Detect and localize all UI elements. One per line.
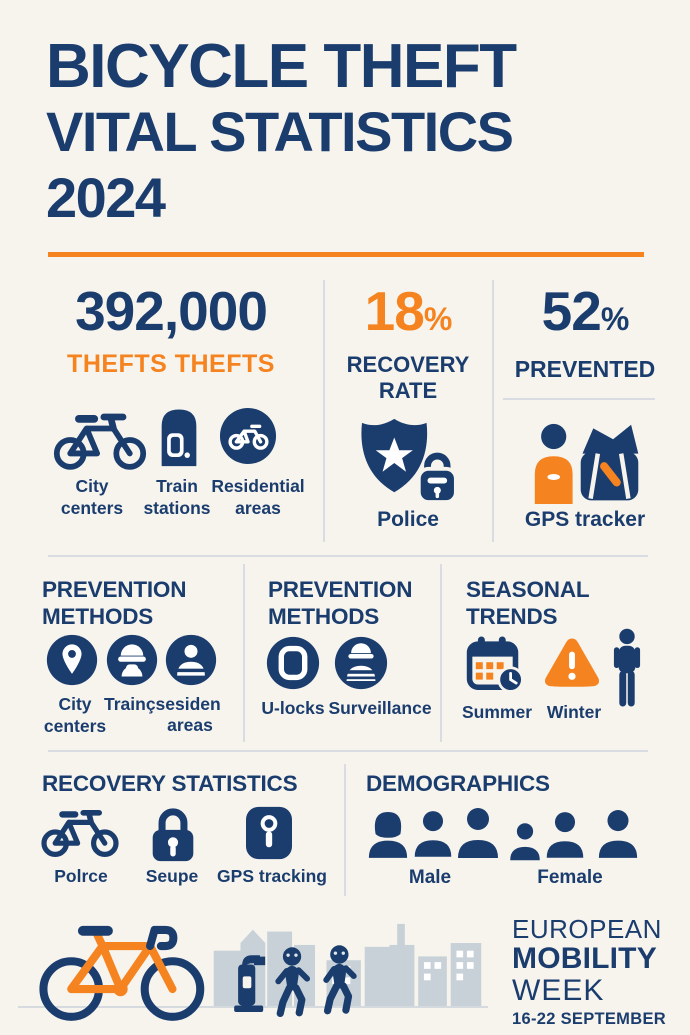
person-bust-icon xyxy=(544,806,586,862)
page-title-line1: BICYCLE THEFT xyxy=(46,32,517,101)
title-underline xyxy=(48,252,644,257)
recovery-label: RECOVERY RATE xyxy=(346,352,470,403)
page-title-line2: VITAL STATISTICS xyxy=(46,100,514,163)
person-standing-icon xyxy=(608,628,646,708)
surveillance-circle-icon xyxy=(334,636,388,690)
worker-circle-icon xyxy=(165,634,217,686)
demographics-heading: DEMOGRAPHICS xyxy=(366,771,550,796)
recovery-percent-sign: % xyxy=(423,301,452,337)
page-title-line3: 2024 xyxy=(46,166,166,229)
thefts-location-label-3: Residential areas xyxy=(211,476,305,518)
prevention-locations-heading: PREVENTION METHODS xyxy=(42,577,187,630)
thefts-caption: THEFTS THEFTS xyxy=(67,350,275,378)
divider-vertical-5 xyxy=(344,764,346,896)
bicycle-icon xyxy=(52,408,148,472)
prevented-number: 52 xyxy=(541,280,602,342)
seasonal-trends-heading: SEASONAL TRENDS xyxy=(466,577,590,630)
footer-bicycle-illustration xyxy=(28,912,213,1024)
bike-share-circle-icon xyxy=(219,407,277,465)
u-lock-circle-icon xyxy=(266,636,320,690)
logo-line-dates: 16-22 SEPTEMBER xyxy=(512,1010,666,1029)
prevented-sub-divider xyxy=(503,398,655,400)
police-cap-circle-icon xyxy=(106,634,158,686)
divider-horizontal-2 xyxy=(48,750,648,752)
recovery-stat-label-1: Polrce xyxy=(54,866,108,886)
prevented-label: PREVENTED xyxy=(514,356,656,382)
logo-line-european: EUROPEAN xyxy=(512,914,662,944)
recovery-number: 18 xyxy=(364,280,425,342)
police-shield-lock-icon xyxy=(352,416,462,506)
demographics-label-male: Male xyxy=(408,867,452,888)
thefts-location-label-1: City centers xyxy=(60,476,124,518)
prevention-methods-heading: PREVENTION METHODS xyxy=(268,577,413,630)
recovery-statistics-heading: RECOVERY STATISTICS xyxy=(42,771,298,796)
prevention-location-label-b: Trainçsesiden xyxy=(104,694,221,714)
thefts-value: 392,000 xyxy=(75,280,268,342)
female-person-icon xyxy=(366,804,410,862)
train-station-icon xyxy=(158,404,200,468)
divider-vertical-4 xyxy=(440,564,442,742)
prevention-method-label-2: Surveillance xyxy=(328,698,432,718)
recovery-stat-label-3: GPS tracking xyxy=(217,866,327,886)
person-bust-small-icon xyxy=(508,820,542,862)
calendar-clock-icon xyxy=(464,634,528,696)
prevention-method-label-1: U-locks xyxy=(261,698,325,718)
location-pin-circle-icon xyxy=(46,634,98,686)
padlock-icon xyxy=(148,804,198,862)
demographics-label-female: Female xyxy=(537,867,603,888)
recovery-stat-label-2: Seupe xyxy=(145,866,199,886)
seasonal-label-1: Summer xyxy=(461,702,533,722)
divider-vertical-2 xyxy=(492,280,494,542)
recovery-value: 18% xyxy=(340,284,476,339)
walking-person-icon xyxy=(268,946,320,1018)
thefts-location-label-2: Train stations xyxy=(143,476,211,518)
mobility-week-logo: EUROPEAN MOBILITY WEEK 16-22 SEPTEMBER xyxy=(512,915,677,1029)
person-bust-icon xyxy=(596,804,640,862)
divider-horizontal-1 xyxy=(48,555,648,557)
bicycle-icon xyxy=(40,805,120,859)
prevented-caption: GPS tracker xyxy=(524,508,646,531)
divider-vertical-3 xyxy=(243,564,245,742)
warning-triangle-icon xyxy=(542,634,602,690)
divider-vertical-1 xyxy=(323,280,325,542)
gps-tracker-person-icon xyxy=(528,414,646,504)
prevention-location-label-c: areas xyxy=(167,715,213,735)
recovery-caption: Police xyxy=(377,508,439,531)
logo-line-mobility: MOBILITY xyxy=(512,942,657,976)
prevented-value: 52% xyxy=(510,284,660,339)
person-bust-icon xyxy=(455,802,501,862)
bike-pump-icon xyxy=(226,950,274,1016)
walking-person-icon xyxy=(314,944,366,1016)
prevented-percent-sign: % xyxy=(600,301,629,337)
person-bust-icon xyxy=(412,804,454,862)
seasonal-label-2: Winter xyxy=(546,702,602,722)
gps-pin-square-icon xyxy=(246,806,292,860)
prevention-location-label-a: City centers xyxy=(43,694,107,736)
logo-line-week: WEEK xyxy=(512,973,605,1007)
